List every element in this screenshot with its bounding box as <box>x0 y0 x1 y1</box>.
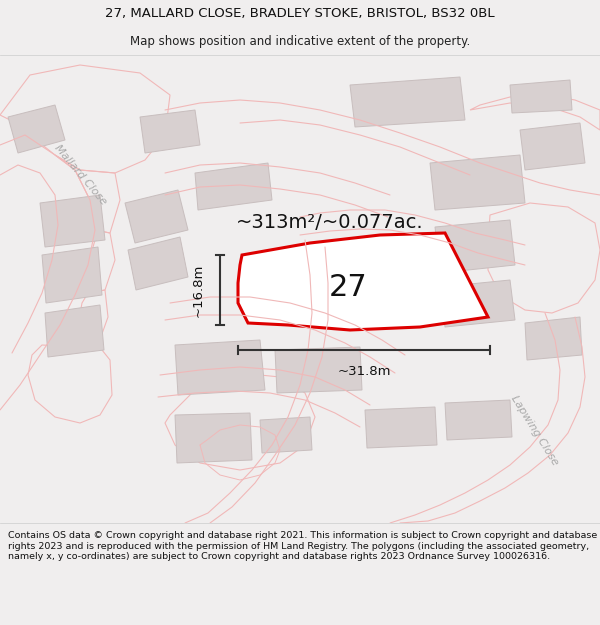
Text: 27: 27 <box>329 272 367 301</box>
Polygon shape <box>195 163 272 210</box>
Polygon shape <box>42 247 102 303</box>
Polygon shape <box>128 237 188 290</box>
Polygon shape <box>140 110 200 153</box>
Polygon shape <box>125 190 188 243</box>
Text: ~16.8m: ~16.8m <box>192 263 205 317</box>
Polygon shape <box>525 317 582 360</box>
Polygon shape <box>445 400 512 440</box>
Polygon shape <box>365 407 437 448</box>
Polygon shape <box>238 233 488 330</box>
Text: 27, MALLARD CLOSE, BRADLEY STOKE, BRISTOL, BS32 0BL: 27, MALLARD CLOSE, BRADLEY STOKE, BRISTO… <box>105 8 495 20</box>
Polygon shape <box>510 80 572 113</box>
Text: ~31.8m: ~31.8m <box>337 365 391 378</box>
Text: Map shows position and indicative extent of the property.: Map shows position and indicative extent… <box>130 35 470 48</box>
Text: Mallard Close: Mallard Close <box>52 143 108 207</box>
Polygon shape <box>275 347 362 393</box>
Polygon shape <box>45 305 104 357</box>
Polygon shape <box>175 340 265 395</box>
Text: ~313m²/~0.077ac.: ~313m²/~0.077ac. <box>236 214 424 232</box>
Polygon shape <box>175 413 252 463</box>
Polygon shape <box>8 105 65 153</box>
Polygon shape <box>435 220 515 273</box>
Polygon shape <box>40 195 105 247</box>
Polygon shape <box>430 155 525 210</box>
Text: Lapwing Close: Lapwing Close <box>509 393 560 467</box>
Text: Contains OS data © Crown copyright and database right 2021. This information is : Contains OS data © Crown copyright and d… <box>8 531 597 561</box>
Polygon shape <box>350 77 465 127</box>
Polygon shape <box>260 417 312 453</box>
Polygon shape <box>440 280 515 327</box>
Polygon shape <box>520 123 585 170</box>
